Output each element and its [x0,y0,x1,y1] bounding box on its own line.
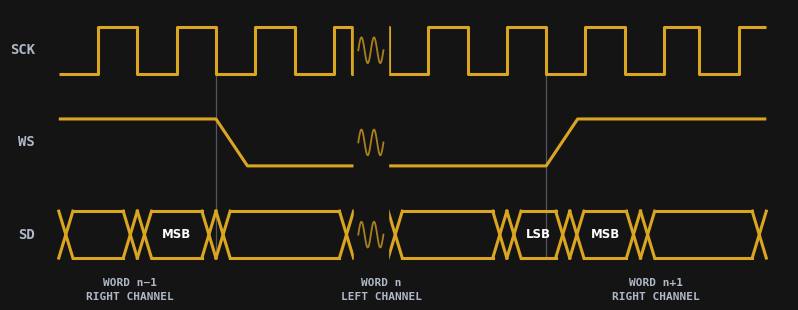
Text: LEFT CHANNEL: LEFT CHANNEL [341,292,421,302]
Bar [354,20,388,81]
Text: SD: SD [18,228,35,241]
Text: LSB: LSB [526,228,551,241]
Text: SCK: SCK [10,43,35,57]
Text: RIGHT CHANNEL: RIGHT CHANNEL [612,292,700,302]
Text: WS: WS [18,135,35,149]
Text: WORD n+1: WORD n+1 [630,278,683,288]
Text: MSB: MSB [162,228,192,241]
Bar [354,204,388,265]
Text: WORD n: WORD n [361,278,401,288]
Text: RIGHT CHANNEL: RIGHT CHANNEL [85,292,173,302]
Text: WORD n−1: WORD n−1 [102,278,156,288]
Bar [354,112,388,173]
Text: MSB: MSB [591,228,620,241]
